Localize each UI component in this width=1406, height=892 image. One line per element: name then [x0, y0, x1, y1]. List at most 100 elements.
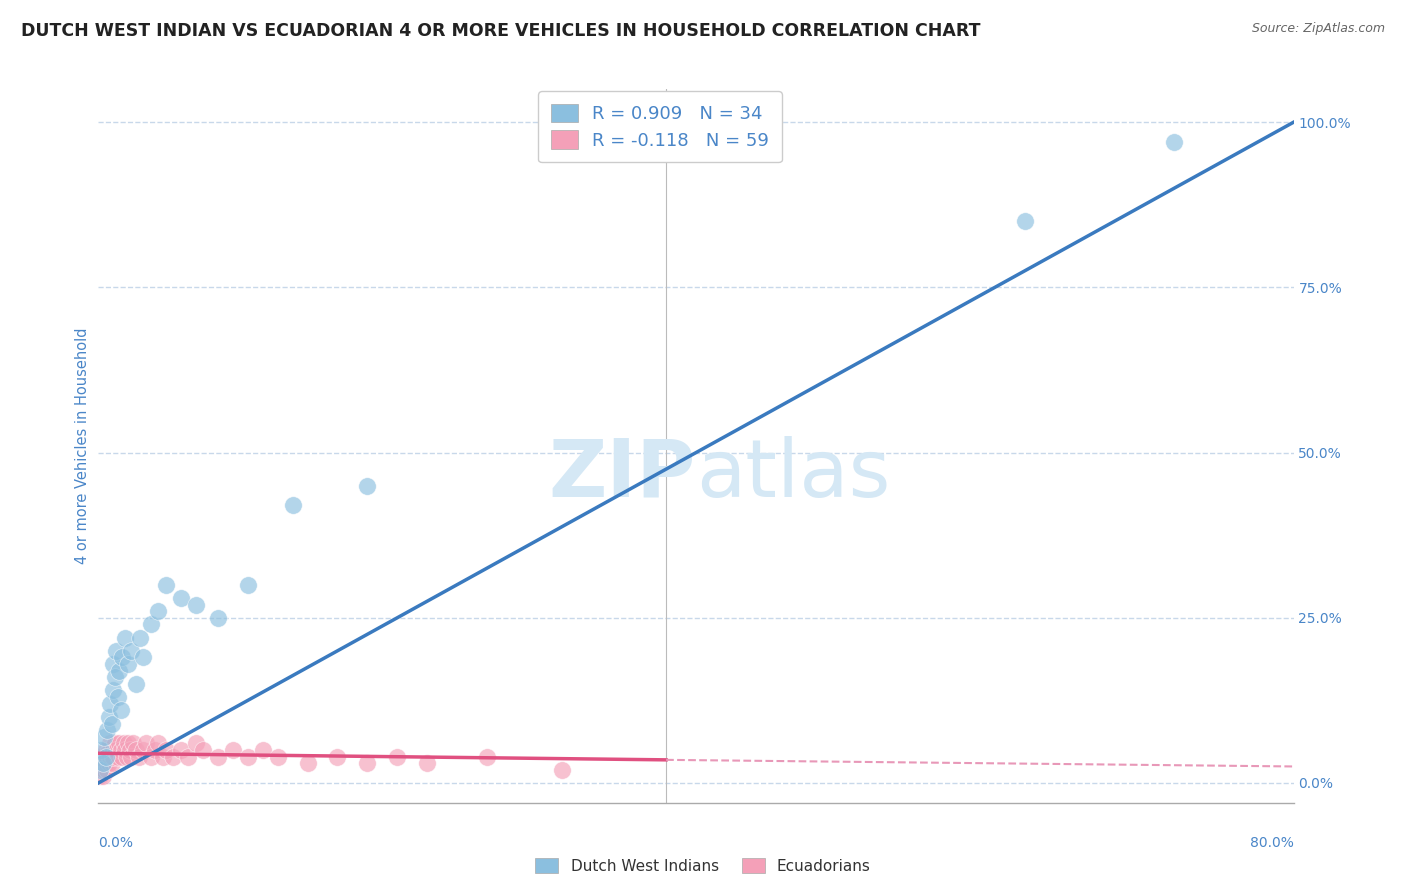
- Point: [100, 697, 122, 711]
- Point: [118, 743, 141, 757]
- Point: [1163, 135, 1185, 149]
- Point: [108, 736, 131, 750]
- Point: [281, 499, 304, 513]
- Point: [236, 578, 259, 592]
- Point: [93, 763, 115, 777]
- Point: [117, 657, 139, 671]
- Text: Source: ZipAtlas.com: Source: ZipAtlas.com: [1251, 22, 1385, 36]
- Point: [97, 756, 120, 771]
- Point: [252, 743, 274, 757]
- Point: [103, 743, 125, 757]
- Legend: R = 0.909   N = 34, R = -0.118   N = 59: R = 0.909 N = 34, R = -0.118 N = 59: [538, 91, 782, 162]
- Point: [105, 644, 128, 658]
- Point: [89, 763, 111, 777]
- Point: [169, 591, 191, 605]
- Point: [87, 763, 110, 777]
- Point: [125, 743, 148, 757]
- Point: [90, 749, 112, 764]
- Point: [110, 743, 132, 757]
- Point: [89, 769, 111, 783]
- Point: [100, 749, 122, 764]
- Point: [114, 743, 136, 757]
- Point: [155, 743, 177, 757]
- Point: [91, 756, 114, 771]
- Y-axis label: 4 or more Vehicles in Household: 4 or more Vehicles in Household: [75, 327, 90, 565]
- Point: [101, 756, 124, 771]
- Point: [139, 749, 162, 764]
- Point: [416, 756, 439, 771]
- Text: ZIP: ZIP: [548, 435, 696, 514]
- Point: [128, 749, 150, 764]
- Point: [91, 769, 114, 783]
- Point: [267, 749, 290, 764]
- Point: [222, 743, 245, 757]
- Point: [97, 743, 120, 757]
- Point: [89, 756, 111, 771]
- Point: [110, 703, 132, 717]
- Point: [96, 723, 118, 738]
- Point: [91, 756, 114, 771]
- Text: DUTCH WEST INDIAN VS ECUADORIAN 4 OR MORE VEHICLES IN HOUSEHOLD CORRELATION CHAR: DUTCH WEST INDIAN VS ECUADORIAN 4 OR MOR…: [21, 22, 980, 40]
- Point: [207, 749, 229, 764]
- Point: [356, 478, 378, 492]
- Point: [107, 749, 129, 764]
- Point: [103, 749, 125, 764]
- Point: [297, 756, 319, 771]
- Point: [132, 743, 155, 757]
- Point: [143, 743, 166, 757]
- Point: [191, 743, 214, 757]
- Point: [135, 736, 157, 750]
- Point: [97, 710, 120, 724]
- Point: [356, 756, 378, 771]
- Point: [121, 736, 143, 750]
- Point: [155, 578, 177, 592]
- Point: [120, 749, 142, 764]
- Point: [148, 604, 170, 618]
- Point: [96, 763, 118, 777]
- Point: [184, 736, 207, 750]
- Point: [129, 631, 152, 645]
- Legend: Dutch West Indians, Ecuadorians: Dutch West Indians, Ecuadorians: [529, 852, 877, 880]
- Point: [139, 617, 162, 632]
- Point: [93, 730, 115, 744]
- Point: [177, 749, 200, 764]
- Point: [184, 598, 207, 612]
- Point: [94, 756, 117, 771]
- Point: [105, 743, 128, 757]
- Point: [550, 763, 572, 777]
- Point: [1014, 214, 1036, 228]
- Point: [94, 743, 117, 757]
- Point: [385, 749, 409, 764]
- Point: [162, 749, 184, 764]
- Point: [101, 716, 124, 731]
- Point: [112, 736, 135, 750]
- Point: [207, 611, 229, 625]
- Point: [326, 749, 349, 764]
- Point: [96, 749, 118, 764]
- Point: [100, 736, 122, 750]
- Point: [108, 664, 131, 678]
- Text: 80.0%: 80.0%: [1250, 836, 1294, 850]
- Point: [152, 749, 174, 764]
- Point: [475, 749, 498, 764]
- Point: [107, 690, 129, 704]
- Point: [114, 631, 136, 645]
- Point: [90, 743, 112, 757]
- Point: [169, 743, 191, 757]
- Point: [111, 749, 134, 764]
- Point: [104, 736, 127, 750]
- Point: [125, 677, 148, 691]
- Point: [90, 763, 112, 777]
- Point: [148, 736, 170, 750]
- Point: [111, 650, 134, 665]
- Text: atlas: atlas: [696, 435, 890, 514]
- Point: [120, 644, 142, 658]
- Point: [93, 749, 115, 764]
- Point: [103, 683, 125, 698]
- Point: [103, 657, 125, 671]
- Point: [115, 749, 138, 764]
- Point: [117, 736, 139, 750]
- Point: [94, 749, 117, 764]
- Point: [236, 749, 259, 764]
- Text: 0.0%: 0.0%: [98, 836, 134, 850]
